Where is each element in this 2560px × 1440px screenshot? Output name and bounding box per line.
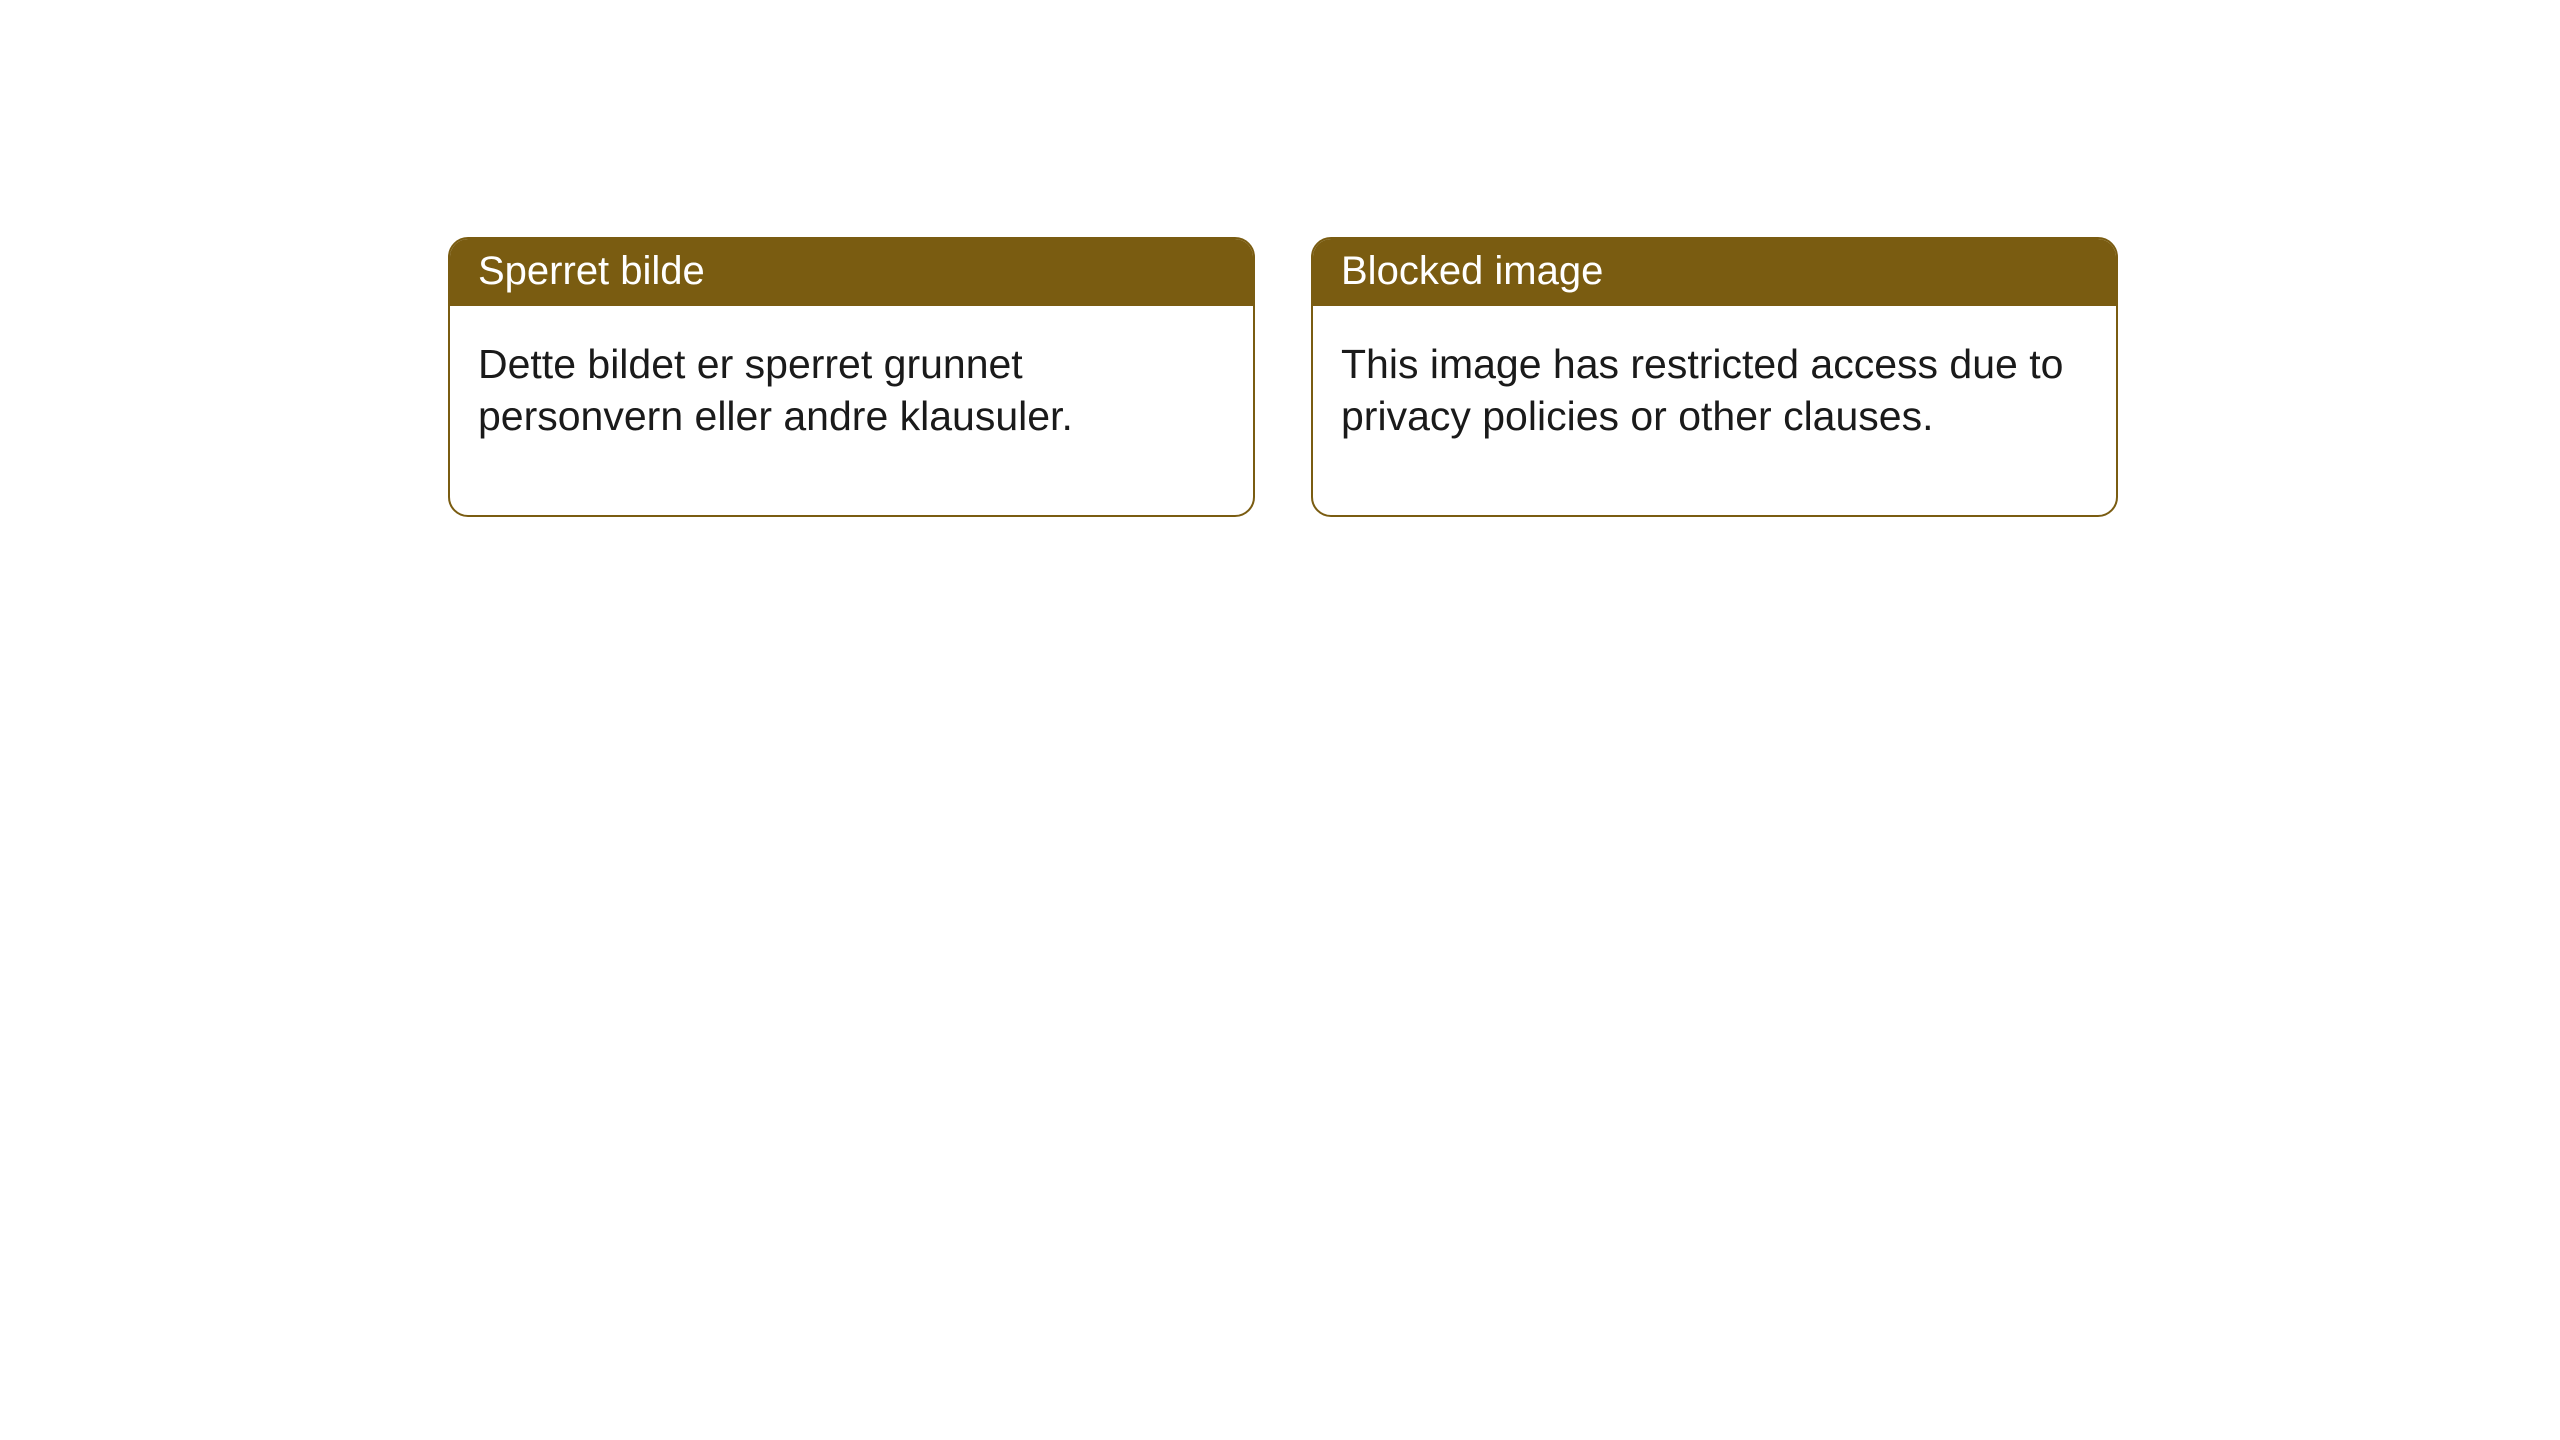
notice-container: Sperret bilde Dette bildet er sperret gr… — [448, 237, 2118, 517]
notice-body: Dette bildet er sperret grunnet personve… — [450, 306, 1253, 515]
notice-header: Blocked image — [1313, 239, 2116, 306]
notice-card-norwegian: Sperret bilde Dette bildet er sperret gr… — [448, 237, 1255, 517]
notice-header: Sperret bilde — [450, 239, 1253, 306]
notice-card-english: Blocked image This image has restricted … — [1311, 237, 2118, 517]
notice-title: Blocked image — [1341, 249, 1603, 293]
notice-text: Dette bildet er sperret grunnet personve… — [478, 341, 1073, 439]
notice-body: This image has restricted access due to … — [1313, 306, 2116, 515]
notice-text: This image has restricted access due to … — [1341, 341, 2063, 439]
notice-title: Sperret bilde — [478, 249, 705, 293]
